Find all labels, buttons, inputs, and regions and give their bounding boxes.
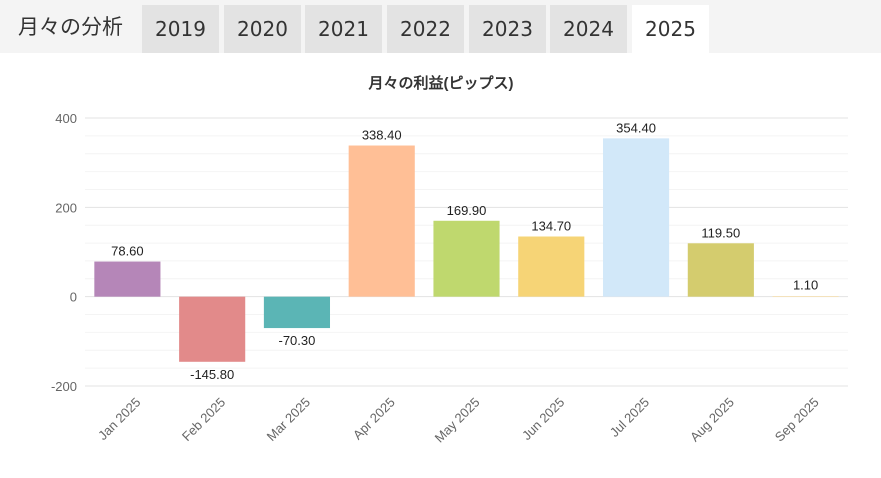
page-title: 月々の分析: [18, 15, 123, 39]
bar-apr-2025[interactable]: [348, 145, 415, 297]
y-tick-label: -200: [51, 379, 77, 394]
data-label: 338.40: [362, 128, 402, 143]
tab-2019[interactable]: 2019: [142, 5, 219, 53]
monthly-profit-chart: 月々の利益(ピップス) 400 200 0 -200 78.60 -145.80 -70.…: [51, 74, 848, 446]
data-label: -70.30: [279, 333, 316, 348]
y-tick-label: 200: [55, 200, 77, 215]
y-tick-label: 400: [55, 111, 77, 126]
chart-data-labels: 78.60 -145.80 -70.30 338.40 169.90 134.70 354.…: [111, 120, 818, 381]
data-label: 169.90: [447, 203, 487, 218]
x-tick-label: Apr 2025: [350, 395, 398, 443]
chart-bars: [94, 138, 839, 362]
data-label: 1.10: [793, 278, 818, 293]
tab-2023[interactable]: 2023: [469, 5, 546, 53]
data-label: 78.60: [111, 244, 144, 259]
y-tick-label: 0: [70, 290, 77, 305]
x-tick-label: Jul 2025: [607, 395, 652, 440]
x-tick-label: May 2025: [432, 395, 483, 446]
tab-2024[interactable]: 2024: [550, 5, 627, 53]
x-tick-label: Aug 2025: [687, 395, 737, 445]
tab-bar: 月々の分析 2019 2020 2021 2022 2023 2024 2025: [0, 0, 881, 53]
data-label: 354.40: [616, 120, 656, 135]
chart-x-axis: Jan 2025 Feb 2025 Mar 2025 Apr 2025 May 2025…: [95, 395, 822, 446]
bar-jul-2025[interactable]: [602, 138, 670, 297]
bar-may-2025[interactable]: [433, 220, 500, 297]
bar-jun-2025[interactable]: [518, 236, 585, 297]
data-label: -145.80: [190, 367, 234, 382]
x-tick-label: Sep 2025: [772, 395, 822, 445]
chart-title: 月々の利益(ピップス): [368, 74, 514, 92]
x-tick-label: Feb 2025: [179, 395, 228, 444]
x-tick-label: Jun 2025: [519, 395, 567, 443]
x-tick-label: Jan 2025: [95, 395, 143, 443]
bar-mar-2025[interactable]: [263, 296, 331, 329]
data-label: 119.50: [701, 225, 740, 240]
bar-aug-2025[interactable]: [687, 243, 754, 297]
bar-sep-2025[interactable]: [772, 296, 839, 297]
x-tick-label: Mar 2025: [264, 395, 313, 444]
tab-2021[interactable]: 2021: [305, 5, 382, 53]
bar-jan-2025[interactable]: [94, 261, 161, 297]
bar-feb-2025[interactable]: [179, 296, 246, 362]
tab-2020[interactable]: 2020: [224, 5, 301, 53]
tab-2022[interactable]: 2022: [387, 5, 464, 53]
data-label: 134.70: [531, 219, 571, 234]
tab-2025[interactable]: 2025: [632, 5, 709, 53]
